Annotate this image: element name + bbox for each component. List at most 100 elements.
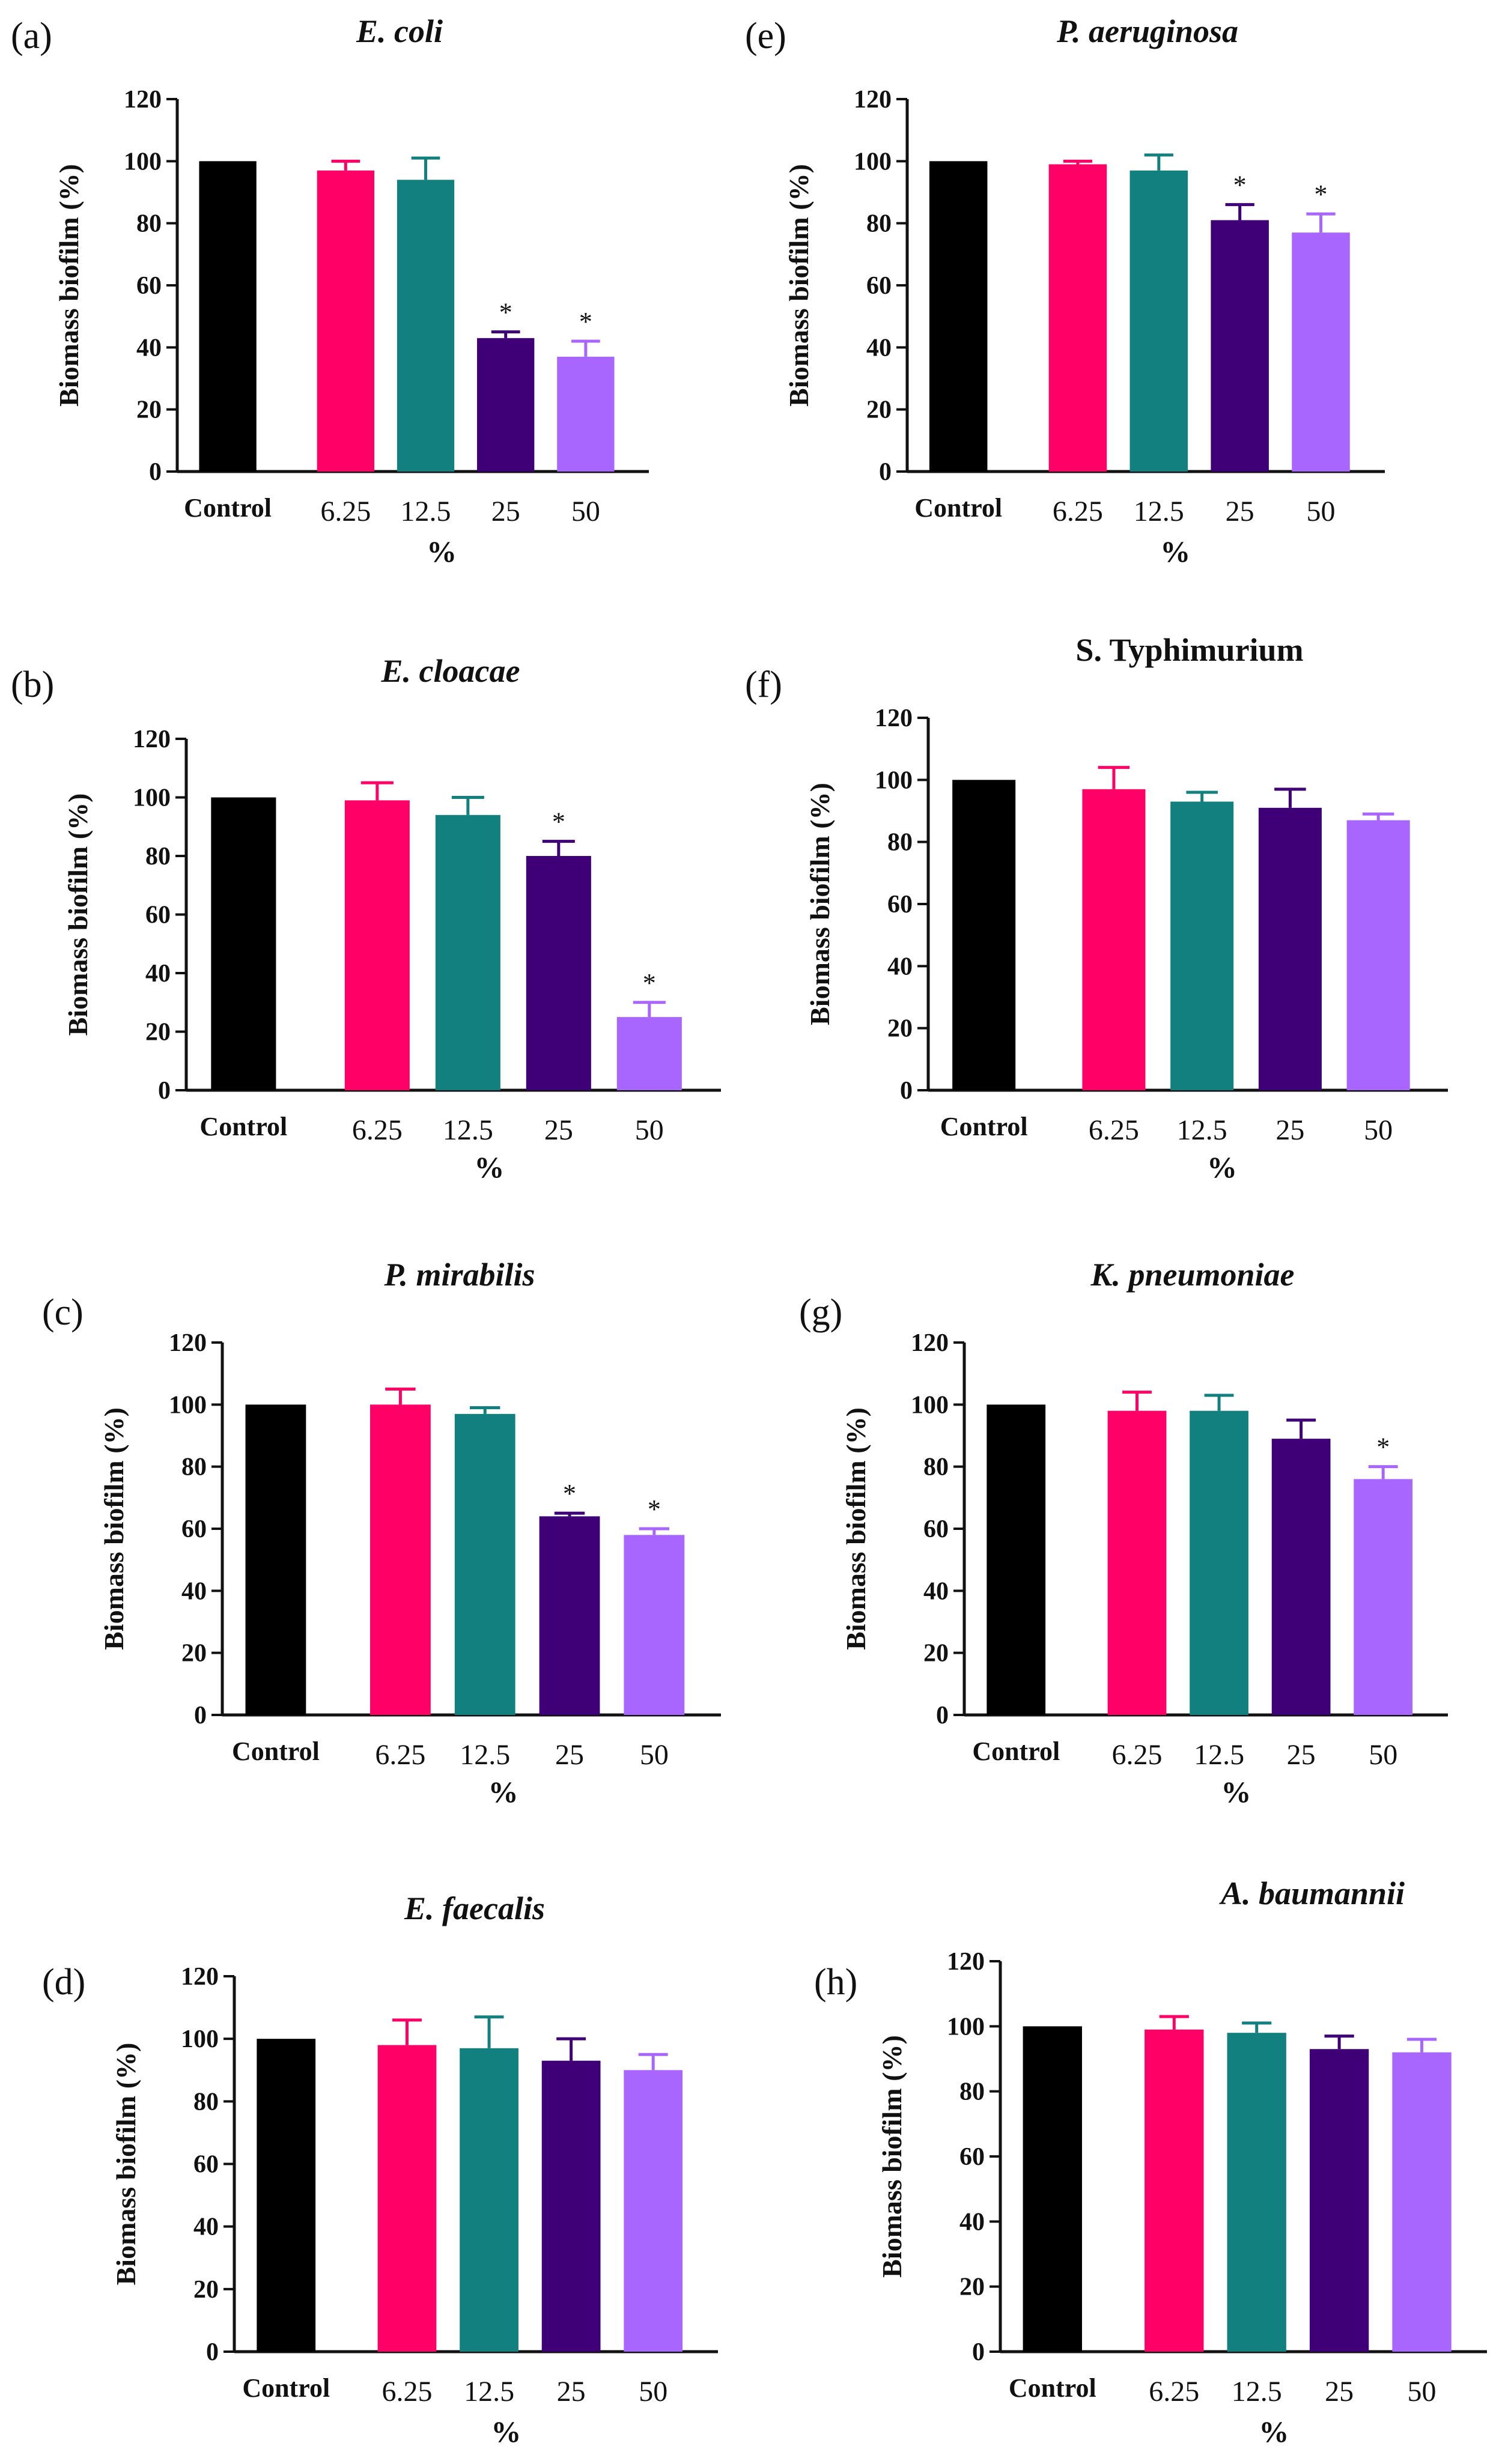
y-tick-label: 0 [879, 458, 892, 486]
y-axis-label: Biomass biofilm (%) [783, 164, 814, 407]
y-tick-label: 40 [887, 953, 913, 980]
y-axis-label: Biomass biofilm (%) [877, 2035, 907, 2278]
bar [624, 2070, 683, 2352]
bar [1346, 820, 1410, 1090]
bar [987, 1404, 1046, 1715]
x-tick-label: Control [940, 1112, 1028, 1141]
panel-letter: (e) [745, 16, 786, 56]
y-tick-label: 20 [145, 1019, 171, 1046]
x-tick-label: 6.25 [320, 496, 371, 527]
x-axis-label: % [491, 2415, 521, 2448]
significance-marker: * [1233, 171, 1247, 200]
y-tick-label: 40 [145, 960, 171, 988]
panel-letter: (c) [42, 1292, 84, 1333]
y-tick-label: 120 [169, 1329, 207, 1357]
x-axis-label: % [488, 1775, 518, 1809]
y-tick-label: 120 [124, 86, 162, 114]
bar [211, 797, 276, 1090]
bar [1271, 1439, 1331, 1715]
x-axis-label: % [1160, 535, 1190, 568]
bar [541, 2060, 601, 2352]
x-tick-label: 25 [1287, 1739, 1316, 1771]
x-tick-label: 6.25 [375, 1739, 425, 1771]
panel-letter: (a) [11, 16, 52, 56]
panel-letter: (d) [42, 1962, 85, 2003]
x-tick-label: Control [199, 1112, 287, 1141]
x-tick-label: 12.5 [464, 2376, 514, 2408]
y-axis-label: Biomass biofilm (%) [62, 794, 93, 1036]
bar [460, 2048, 518, 2352]
significance-marker: * [1376, 1433, 1390, 1462]
chart-panel: (c) P. mirabilis 0 20 40 60 80 100 120 Biomass bi… [42, 1257, 721, 1809]
chart-panel: (e) P. aeruginosa 0 20 40 60 80 100 120 Biomass b… [745, 13, 1385, 568]
bar [952, 780, 1016, 1090]
bar [245, 1404, 306, 1715]
y-tick-label: 100 [181, 2026, 219, 2053]
y-tick-label: 60 [923, 1516, 949, 1543]
y-tick-label: 20 [923, 1640, 949, 1667]
chart-panel: (b) E. cloacae 0 20 40 60 80 100 120 Biomass biof… [11, 653, 721, 1184]
x-tick-label: 25 [1226, 496, 1254, 527]
chart-title: A. baumannii [1219, 1875, 1405, 1911]
y-tick-label: 120 [911, 1329, 949, 1357]
y-tick-label: 20 [193, 2276, 219, 2304]
bar [454, 1413, 515, 1715]
x-tick-label: 50 [639, 2376, 667, 2408]
bar [344, 800, 410, 1090]
bar [257, 2039, 316, 2352]
x-tick-label: 50 [635, 1114, 664, 1146]
bar [539, 1516, 600, 1715]
x-tick-label: 25 [557, 2376, 586, 2408]
bar [1392, 2052, 1452, 2352]
y-tick-label: 20 [887, 1015, 913, 1043]
x-tick-label: 25 [491, 496, 520, 527]
x-tick-label: 12.5 [443, 1114, 493, 1146]
x-tick-label: 12.5 [1177, 1114, 1227, 1146]
y-tick-label: 0 [194, 1702, 207, 1729]
y-tick-label: 80 [193, 2088, 219, 2116]
x-axis-label: % [1207, 1150, 1237, 1184]
y-tick-label: 20 [136, 396, 162, 424]
y-tick-label: 80 [887, 829, 913, 857]
bar [1048, 164, 1107, 472]
x-tick-label: 12.5 [1232, 2376, 1282, 2408]
y-tick-label: 40 [923, 1577, 949, 1605]
bar [1309, 2049, 1369, 2352]
chart-panel: (f) S. Typhimurium 0 20 40 60 80 100 120 Biomass … [745, 632, 1448, 1184]
bar [317, 170, 375, 472]
chart-title: S. Typhimurium [1075, 632, 1303, 668]
significance-marker: * [648, 1494, 661, 1524]
y-tick-label: 0 [936, 1702, 949, 1729]
x-tick-label: 25 [1325, 2376, 1354, 2408]
x-tick-label: 50 [1369, 1739, 1397, 1771]
y-tick-label: 80 [923, 1454, 949, 1481]
x-tick-label: 25 [1275, 1114, 1304, 1146]
x-tick-label: 6.25 [1112, 1739, 1163, 1771]
chart-title: P. mirabilis [383, 1257, 535, 1293]
y-tick-label: 120 [875, 705, 913, 732]
x-tick-label: 50 [1408, 2376, 1437, 2408]
panel-letter: (f) [745, 664, 782, 705]
x-tick-label: 50 [640, 1739, 669, 1771]
chart-title: E. cloacae [381, 653, 520, 689]
bar [477, 338, 535, 472]
y-tick-label: 20 [866, 396, 892, 424]
y-tick-label: 100 [133, 784, 171, 812]
x-tick-label: 50 [571, 496, 600, 527]
x-tick-label: Control [184, 493, 272, 523]
y-tick-label: 120 [947, 1948, 985, 1976]
x-tick-label: 6.25 [382, 2376, 433, 2408]
x-tick-label: Control [242, 2373, 330, 2403]
x-tick-label: 50 [1307, 496, 1336, 527]
y-tick-label: 0 [900, 1077, 913, 1105]
x-tick-label: 12.5 [460, 1739, 510, 1771]
x-tick-label: 12.5 [1134, 496, 1184, 527]
y-tick-label: 40 [136, 334, 162, 362]
chart-panel: (g) K. pneumoniae 0 20 40 60 80 100 120 Biomass b… [799, 1257, 1448, 1809]
x-tick-label: 12.5 [401, 496, 451, 527]
y-tick-label: 60 [959, 2143, 985, 2171]
bar [1129, 170, 1188, 472]
y-tick-label: 20 [181, 1640, 207, 1667]
panel-letter: (g) [799, 1292, 842, 1333]
